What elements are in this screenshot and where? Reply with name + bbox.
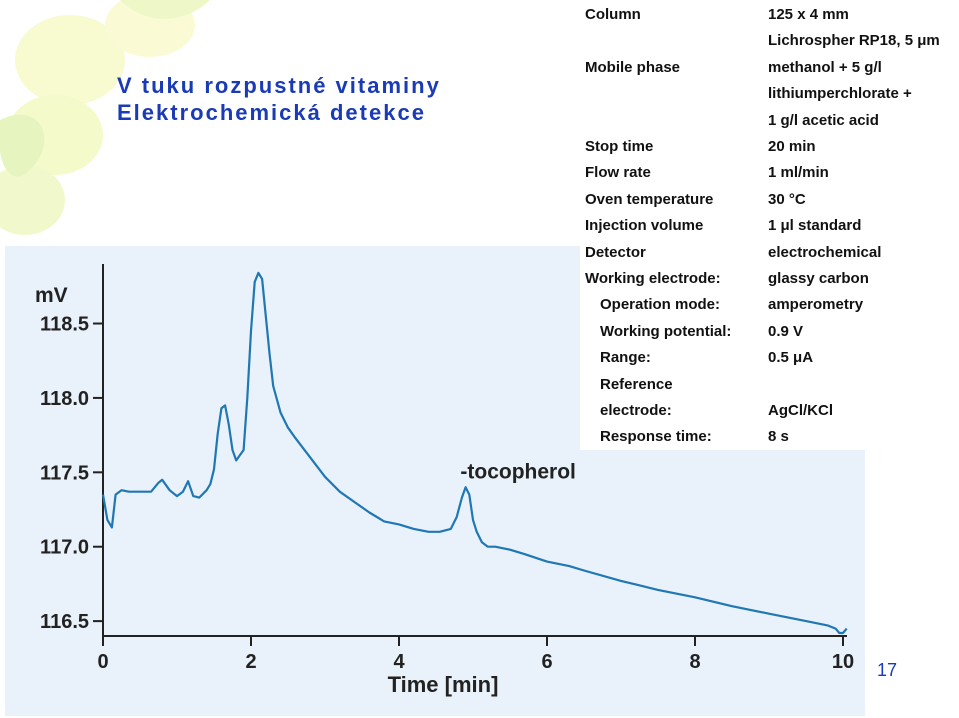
param-value: 1 μl standard [768,217,862,235]
param-value: 1 ml/min [768,164,829,182]
page-number: 17 [877,660,898,680]
param-value: lithiumperchlorate + [768,85,912,103]
param-value: Lichrospher RP18, 5 μm [768,32,940,50]
slide-title: V tuku rozpustné vitaminy Elektrochemick… [117,72,441,126]
param-value: amperometry [768,296,864,314]
param-label: Detector [585,243,646,261]
param-label: Column [585,6,641,23]
param-label: Range: [600,349,651,367]
param-label: Response time: [600,428,712,446]
y-tick-label: 118.0 [40,388,89,410]
method-parameters-table: Column 125 x 4 mm Lichrospher RP18, 5 μm Mo… [580,0,959,450]
slide-title-line-2: Elektrochemická detekce [117,100,426,125]
y-tick-label: 117.0 [40,537,89,559]
param-value: 20 min [768,138,816,155]
param-value: 1 g/l acetic acid [768,111,879,129]
slide-title-line-1: V tuku rozpustné vitaminy [117,73,441,98]
x-tick-label: 0 [97,651,108,673]
background-flower-decoration [0,0,210,235]
param-value: electrochemical [768,243,882,261]
param-label: Reference [600,375,673,393]
param-label: electrode: [600,402,672,419]
param-label: Flow rate [585,164,651,182]
x-tick-label: 2 [245,651,256,673]
param-label: Operation mode: [600,296,721,314]
param-label: Stop time [585,138,654,155]
param-label: Working potential: [600,322,732,340]
param-value: 125 x 4 mm [768,6,849,23]
y-tick-label: 118.5 [40,314,89,336]
param-value: 30 °C [768,190,806,208]
param-value: 0.5 μA [768,349,814,367]
peak-annotation: -tocopherol [460,460,576,483]
param-value: 8 s [768,428,789,446]
x-tick-label: 10 [832,651,854,673]
y-axis-label: mV [35,284,68,307]
param-value: methanol + 5 g/l [768,58,882,76]
y-tick-label: 116.5 [40,611,89,633]
param-value: glassy carbon [768,270,869,287]
chromatogram-chart: 116.5 117.0 117.5 118.0 118.5 0 2 4 6 8 10 mV Time [… [35,264,854,697]
param-value: 0.9 V [768,322,804,340]
x-tick-label: 6 [541,651,552,673]
param-value: AgCl/KCl [768,402,833,419]
param-label: Oven temperature [585,190,714,208]
x-tick-label: 8 [689,651,700,673]
y-tick-label: 117.5 [40,462,89,484]
x-tick-label: 4 [393,651,405,673]
x-axis-label: Time [min] [388,672,499,697]
param-label: Injection volume [585,217,704,235]
series-line [101,271,848,635]
param-label: Mobile phase [585,58,681,76]
param-label: Working electrode: [585,270,721,287]
